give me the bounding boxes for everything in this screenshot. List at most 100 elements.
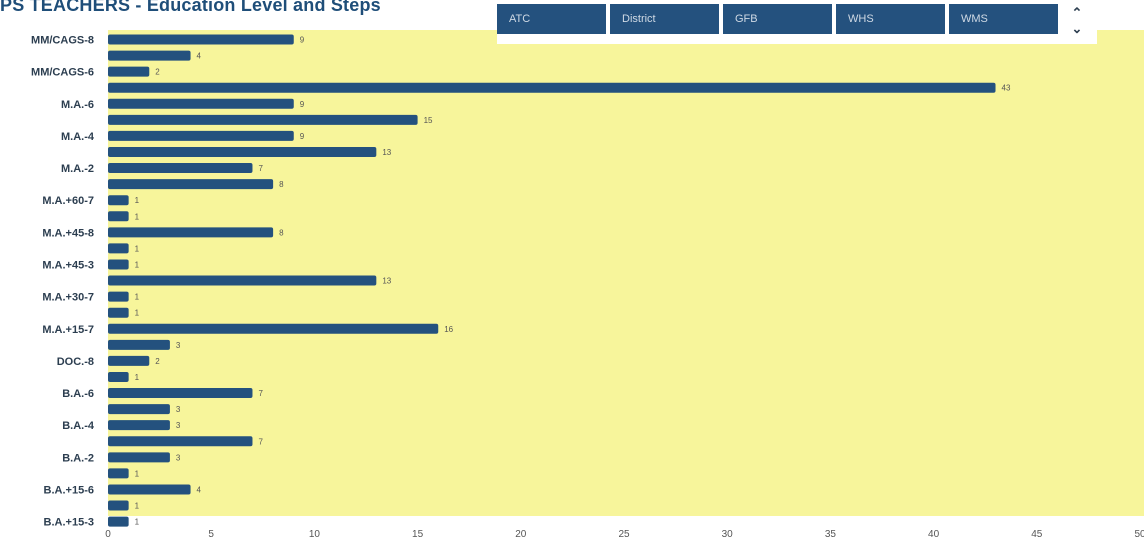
bar-value-label: 1: [135, 293, 140, 302]
filter-button-gfb[interactable]: GFB: [723, 4, 832, 34]
bar-value-label: 15: [424, 116, 433, 125]
chevron-up-icon[interactable]: ⌃: [1071, 5, 1083, 20]
bar-value-label: 2: [155, 357, 160, 366]
bar: [108, 34, 294, 45]
bar: [108, 516, 129, 527]
x-tick-label: 35: [825, 529, 837, 540]
category-label: M.A.-2: [61, 163, 94, 175]
chevron-down-icon[interactable]: ⌄: [1071, 21, 1083, 36]
x-tick-label: 30: [722, 529, 734, 540]
filter-scroll-control[interactable]: ⌃ ⌄: [1068, 4, 1086, 36]
bar: [108, 114, 418, 125]
x-tick-label: 45: [1031, 529, 1043, 540]
bar-value-label: 1: [135, 212, 140, 221]
bar: [108, 355, 150, 366]
bar-value-label: 1: [135, 260, 140, 269]
bar-value-label: 7: [258, 437, 263, 446]
bar: [108, 195, 129, 206]
x-tick-label: 15: [412, 529, 424, 540]
bar: [108, 275, 377, 286]
bar: [108, 484, 191, 495]
bar: [108, 436, 253, 447]
bar: [108, 420, 170, 431]
category-label: B.A.+15-6: [44, 484, 94, 496]
category-label: B.A.+15-3: [44, 517, 94, 529]
bar-value-label: 16: [444, 325, 453, 334]
filter-button-whs[interactable]: WHS: [836, 4, 945, 34]
bar-value-label: 1: [135, 469, 140, 478]
bar: [108, 468, 129, 479]
bar-value-label: 1: [135, 244, 140, 253]
bar-value-label: 1: [135, 309, 140, 318]
bar-value-label: 4: [197, 485, 202, 494]
category-label: DOC.-8: [57, 356, 94, 368]
bar-value-label: 1: [135, 502, 140, 511]
plot-area: [108, 30, 1144, 516]
bar-value-label: 3: [176, 421, 181, 430]
x-tick-label: 50: [1134, 529, 1144, 540]
bar-value-label: 3: [176, 405, 181, 414]
category-label: B.A.-6: [62, 388, 94, 400]
bar-value-label: 3: [176, 341, 181, 350]
bar-value-label: 2: [155, 68, 160, 77]
bar-value-label: 13: [382, 148, 391, 157]
bar-value-label: 7: [258, 164, 263, 173]
bar: [108, 307, 129, 318]
bar: [108, 50, 191, 61]
bar: [108, 243, 129, 254]
bar-value-label: 9: [300, 132, 305, 141]
bar-value-label: 4: [197, 52, 202, 61]
x-tick-label: 0: [105, 529, 111, 540]
bar: [108, 66, 150, 77]
category-label: M.A.+60-7: [42, 195, 94, 207]
bar-value-label: 1: [135, 518, 140, 527]
category-label: M.A.+15-7: [42, 324, 94, 336]
category-label: MM/CAGS-6: [31, 67, 94, 79]
bar: [108, 211, 129, 222]
category-label: B.A.-2: [62, 452, 94, 464]
bar-value-label: 43: [1002, 84, 1011, 93]
bar-value-label: 9: [300, 36, 305, 45]
bar: [108, 82, 996, 93]
x-tick-label: 40: [928, 529, 940, 540]
page-title: PS TEACHERS - Education Level and Steps: [0, 0, 381, 15]
bar: [108, 98, 294, 109]
category-label: M.A.-4: [61, 131, 95, 143]
filter-bar: ATC District GFB WHS WMS ⌃ ⌄: [497, 0, 1097, 44]
bar: [108, 259, 129, 270]
filter-button-wms[interactable]: WMS: [949, 4, 1058, 34]
category-label: MM/CAGS-8: [31, 35, 94, 47]
bar-value-label: 1: [135, 196, 140, 205]
bar-value-label: 3: [176, 453, 181, 462]
bar: [108, 291, 129, 302]
x-tick-label: 5: [208, 529, 214, 540]
bar: [108, 371, 129, 382]
bar-value-label: 7: [258, 389, 263, 398]
category-label: M.A.-6: [61, 99, 94, 111]
category-label: M.A.+45-8: [42, 227, 94, 239]
x-tick-label: 10: [309, 529, 321, 540]
bar-value-label: 9: [300, 100, 305, 109]
x-tick-label: 20: [515, 529, 527, 540]
bar: [108, 500, 129, 511]
bar: [108, 146, 377, 157]
filter-button-district[interactable]: District: [610, 4, 719, 34]
bar-value-label: 13: [382, 277, 391, 286]
bar: [108, 323, 439, 334]
bar: [108, 163, 253, 174]
bar-value-label: 1: [135, 373, 140, 382]
category-label: B.A.-4: [62, 420, 95, 432]
bar: [108, 339, 170, 350]
bar: [108, 179, 274, 190]
bar: [108, 388, 253, 399]
category-label: M.A.+30-7: [42, 292, 94, 304]
bar: [108, 404, 170, 415]
bar: [108, 130, 294, 141]
bar: [108, 452, 170, 463]
category-label: M.A.+45-3: [42, 259, 94, 271]
filter-button-atc[interactable]: ATC: [497, 4, 606, 34]
x-tick-label: 25: [618, 529, 630, 540]
bar-value-label: 8: [279, 180, 284, 189]
bar: [108, 227, 274, 238]
